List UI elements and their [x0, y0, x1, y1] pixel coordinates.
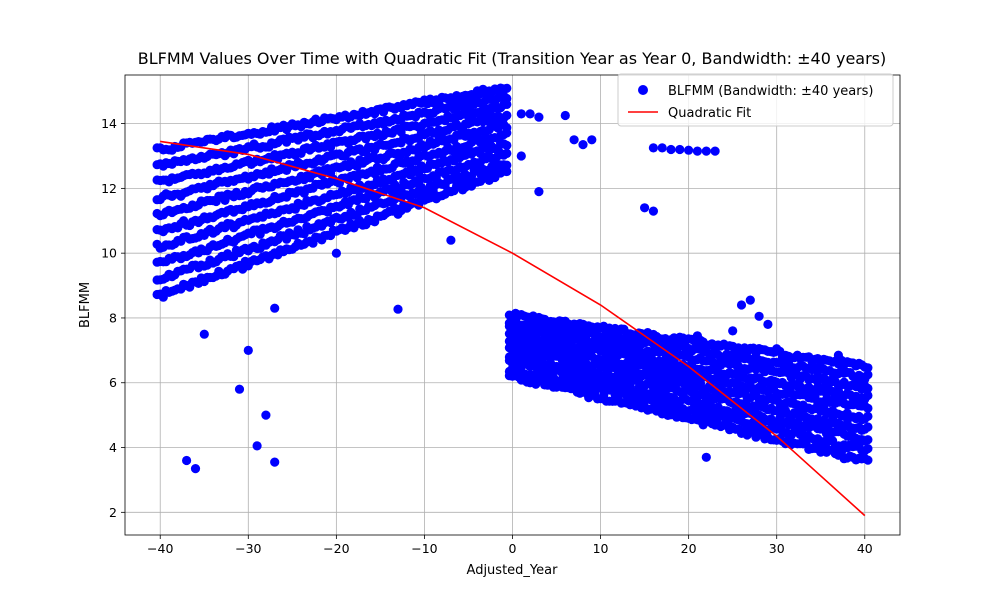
data-point	[863, 422, 873, 432]
data-point	[666, 144, 676, 155]
data-point	[534, 112, 544, 122]
data-point	[736, 300, 747, 310]
scatter-points	[152, 83, 873, 474]
data-point	[701, 146, 711, 156]
data-point	[393, 209, 403, 219]
data-point	[243, 345, 253, 355]
x-axis-label: Adjusted_Year	[467, 563, 559, 578]
y-tick-label: 12	[101, 181, 117, 196]
data-point	[772, 344, 782, 354]
data-point	[675, 144, 685, 155]
data-point	[446, 235, 456, 245]
x-tick-label: 20	[681, 541, 697, 556]
data-point	[657, 143, 667, 153]
legend-box	[617, 73, 894, 127]
data-point	[863, 455, 873, 465]
data-point	[402, 203, 412, 213]
data-point	[863, 370, 873, 380]
data-point	[393, 304, 403, 314]
legend: BLFMM (Bandwidth: ±40 years) Quadratic F…	[617, 73, 894, 127]
data-point	[863, 403, 873, 413]
x-tick-label: −20	[323, 541, 349, 556]
data-point	[569, 135, 579, 145]
data-point	[745, 295, 755, 305]
data-point	[502, 148, 512, 158]
y-tick-label: 6	[109, 375, 117, 390]
y-tick-label: 10	[101, 246, 117, 261]
data-point	[578, 140, 588, 150]
data-point	[502, 83, 512, 93]
legend-scatter-label: BLFMM (Bandwidth: ±40 years)	[668, 84, 873, 99]
data-point	[640, 203, 650, 213]
data-point	[516, 151, 526, 161]
data-point	[816, 355, 826, 365]
data-point	[763, 319, 773, 329]
data-point	[190, 464, 201, 474]
data-point	[701, 452, 711, 462]
x-tick-label: 30	[769, 541, 785, 556]
data-point	[270, 303, 280, 313]
data-point	[502, 160, 512, 170]
chart-title: BLFMM Values Over Time with Quadratic Fi…	[138, 49, 887, 68]
legend-scatter-marker	[638, 85, 648, 95]
data-point	[182, 455, 192, 466]
grid-lines	[125, 75, 900, 535]
data-point	[270, 457, 280, 467]
data-point	[261, 410, 271, 420]
data-point	[692, 146, 703, 156]
data-point	[525, 109, 535, 119]
y-tick-label: 14	[101, 116, 117, 131]
x-tick-label: 0	[509, 541, 517, 556]
data-point	[833, 350, 844, 360]
data-point	[252, 441, 262, 451]
x-tick-label: 10	[593, 541, 609, 556]
data-point	[684, 145, 694, 155]
x-tick-label: 40	[857, 541, 873, 556]
data-point	[534, 187, 544, 197]
data-point	[502, 166, 512, 177]
y-axis-label: BLFMM	[78, 282, 93, 328]
fit-line-group	[160, 140, 866, 517]
data-point	[331, 248, 341, 258]
data-point	[234, 384, 245, 394]
x-tick-label: −10	[411, 541, 437, 556]
data-point	[710, 146, 720, 156]
y-tick-label: 2	[109, 505, 117, 520]
data-point	[516, 109, 526, 119]
data-point	[587, 135, 597, 145]
data-point	[863, 435, 873, 445]
data-point	[502, 110, 512, 120]
data-point	[754, 311, 764, 321]
x-tick-label: −30	[235, 541, 261, 556]
data-point	[863, 444, 873, 454]
quadratic-fit-line	[160, 140, 866, 517]
legend-fit-label: Quadratic Fit	[668, 106, 751, 121]
y-tick-label: 8	[109, 310, 117, 325]
data-point	[863, 411, 873, 421]
data-point	[428, 187, 438, 197]
x-tick-label: −40	[147, 541, 173, 556]
axis-ticks: −40 −30 −20 −10 0 10 20 30 40 2 4 6 8 10 12 14	[101, 116, 873, 556]
data-point	[502, 123, 512, 133]
y-tick-label: 4	[109, 440, 117, 455]
data-point	[863, 390, 873, 401]
data-point	[502, 140, 512, 150]
data-point	[863, 383, 873, 393]
data-point	[692, 331, 703, 341]
data-point	[502, 93, 512, 104]
data-point	[560, 110, 570, 121]
data-point	[728, 326, 738, 336]
data-point	[648, 143, 659, 153]
data-point	[863, 363, 873, 373]
data-point	[199, 329, 209, 339]
data-point	[648, 206, 659, 216]
